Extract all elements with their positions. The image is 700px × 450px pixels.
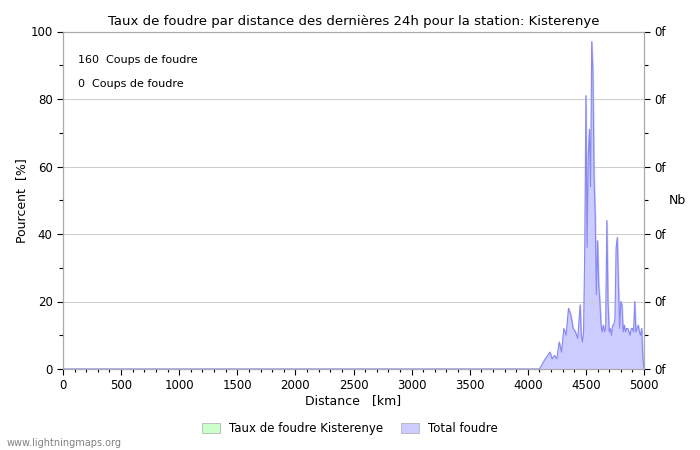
Text: www.lightningmaps.org: www.lightningmaps.org — [7, 438, 122, 448]
Title: Taux de foudre par distance des dernières 24h pour la station: Kisterenye: Taux de foudre par distance des dernière… — [108, 14, 599, 27]
Legend: Taux de foudre Kisterenye, Total foudre: Taux de foudre Kisterenye, Total foudre — [197, 417, 503, 440]
Y-axis label: Nb: Nb — [668, 194, 686, 207]
Text: 0  Coups de foudre: 0 Coups de foudre — [78, 79, 183, 89]
Text: 160  Coups de foudre: 160 Coups de foudre — [78, 55, 197, 65]
X-axis label: Distance   [km]: Distance [km] — [305, 394, 402, 407]
Y-axis label: Pourcent  [%]: Pourcent [%] — [15, 158, 27, 243]
